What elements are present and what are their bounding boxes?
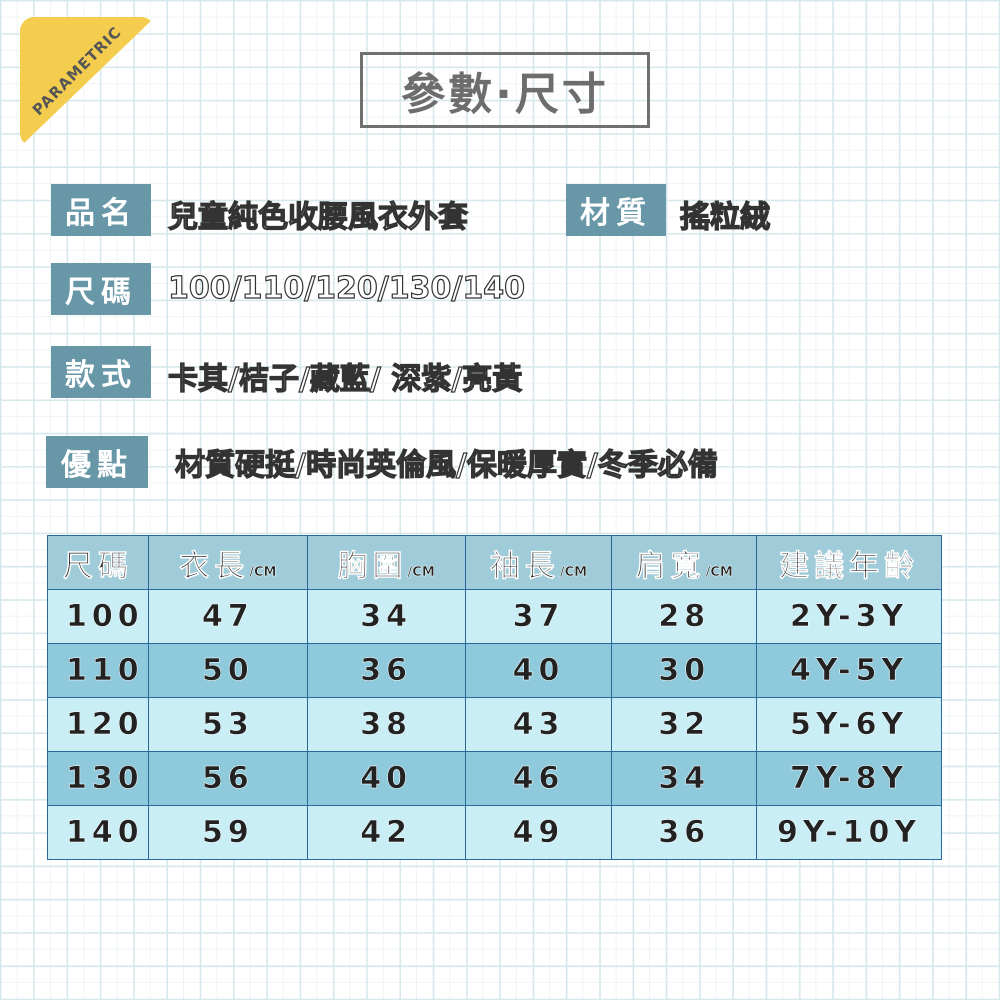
table-row: 130 56 40 46 34 7Y-8Y (47, 751, 942, 806)
name-label: 品名 (51, 184, 151, 236)
name-value: 兒童純色收腰風衣外套 (167, 199, 468, 235)
header-text: 袖長 (489, 548, 560, 584)
table-cell: 110 (47, 643, 149, 698)
table-row: 110 50 36 40 30 4Y-5Y (47, 643, 942, 698)
table-cell: 49 (464, 805, 613, 860)
table-cell: 9Y-10Y (756, 805, 942, 860)
header-cell: 建議年齡 (756, 535, 942, 590)
table-cell: 100 (47, 589, 149, 644)
table-cell: 130 (47, 751, 149, 806)
table-header: 尺碼 衣長/CM 胸圍/CM 袖長/CM 肩寬/CM 建議年齡 (47, 535, 942, 590)
table-row: 100 47 34 37 28 2Y-3Y (47, 589, 942, 644)
table-cell: 32 (611, 697, 758, 752)
table-cell: 47 (147, 589, 308, 644)
header-unit: /CM (249, 564, 277, 580)
header-unit: /CM (705, 564, 733, 580)
header-cell: 袖長/CM (464, 535, 613, 590)
header-text: 建議年齡 (779, 548, 920, 584)
page-title: 參數·尺寸 (360, 52, 650, 128)
table-cell: 36 (306, 643, 466, 698)
header-cell: 尺碼 (47, 535, 149, 590)
table-row: 120 53 38 43 32 5Y-6Y (47, 697, 942, 752)
table-cell: 36 (611, 805, 758, 860)
style-label: 款式 (51, 346, 151, 398)
table-cell: 140 (47, 805, 149, 860)
size-value: 100/110/120/130/140 (167, 270, 525, 306)
table-cell: 59 (147, 805, 308, 860)
table-cell: 5Y-6Y (756, 697, 942, 752)
material-value: 搖粒絨 (679, 199, 770, 235)
header-unit: /CM (559, 564, 588, 580)
header-text: 尺碼 (62, 548, 133, 584)
table-cell: 2Y-3Y (756, 589, 942, 644)
header-cell: 胸圍/CM (306, 535, 466, 590)
table-cell: 56 (147, 751, 308, 806)
header-text: 衣長 (179, 548, 250, 584)
style-value: 卡其/桔子/藏藍/ 深紫/亮黃 (167, 361, 523, 397)
header-text: 胸圍 (337, 548, 408, 584)
header-unit: /CM (407, 564, 435, 580)
table-cell: 37 (464, 589, 613, 644)
table-cell: 28 (611, 589, 758, 644)
table-cell: 40 (464, 643, 613, 698)
table-cell: 50 (147, 643, 308, 698)
header-cell: 衣長/CM (147, 535, 308, 590)
table-cell: 34 (611, 751, 758, 806)
table-cell: 34 (306, 589, 466, 644)
table-cell: 7Y-8Y (756, 751, 942, 806)
merit-value: 材質硬挺/時尚英倫風/保暖厚實/冬季必備 (174, 447, 718, 483)
size-label: 尺碼 (51, 263, 151, 315)
table-cell: 30 (611, 643, 758, 698)
parametric-badge (20, 17, 155, 147)
table-cell: 120 (47, 697, 149, 752)
header-text: 肩寬 (635, 548, 706, 584)
header-cell: 肩寬/CM (611, 535, 758, 590)
table-cell: 43 (464, 697, 613, 752)
material-label: 材質 (566, 184, 666, 236)
table-cell: 42 (306, 805, 466, 860)
size-table: 尺碼 衣長/CM 胸圍/CM 袖長/CM 肩寬/CM 建議年齡 100 47 34 37 28 2Y-… (47, 535, 942, 860)
table-cell: 4Y-5Y (756, 643, 942, 698)
table-row: 140 59 42 49 36 9Y-10Y (47, 805, 942, 860)
table-cell: 40 (306, 751, 466, 806)
table-cell: 53 (147, 697, 308, 752)
table-cell: 46 (464, 751, 613, 806)
merit-label: 優點 (46, 436, 148, 488)
table-cell: 38 (306, 697, 466, 752)
